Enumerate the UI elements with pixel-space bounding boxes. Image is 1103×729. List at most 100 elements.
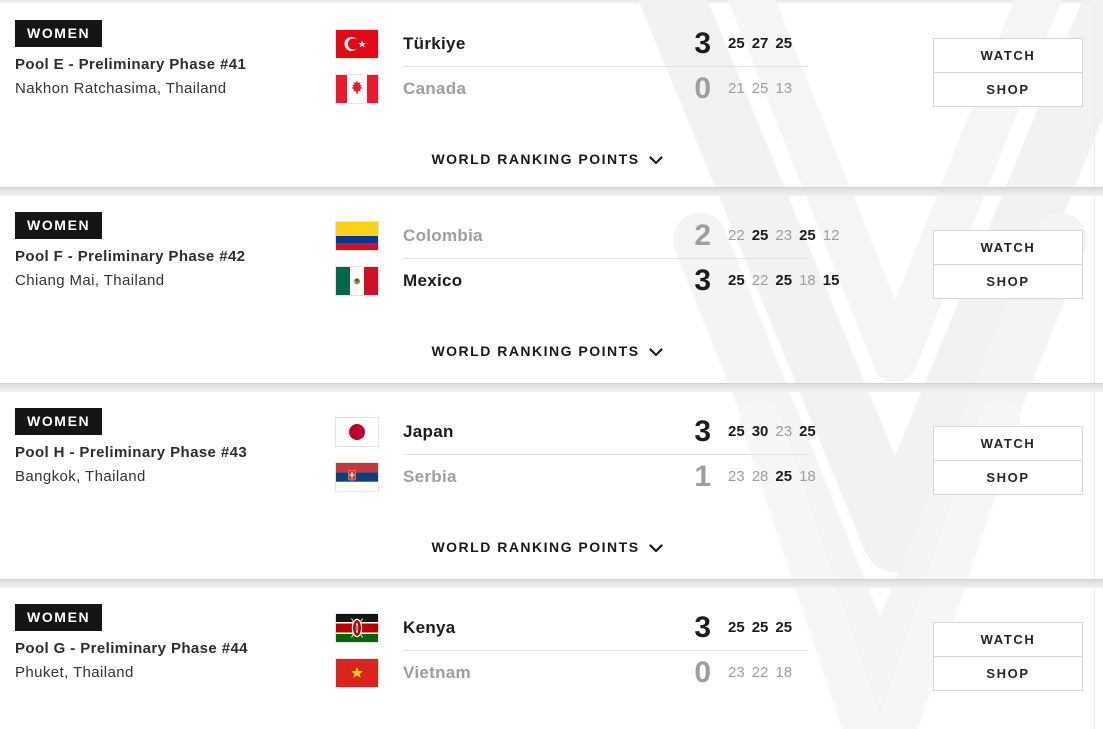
set-score: 27 [751,35,769,52]
set-scores: 23 28 25 18 [728,463,860,491]
match-score-panel: Japan 3 25 30 23 25 Serbia 1 23 28 25 18 [336,415,860,493]
set-score: 22 [751,664,769,681]
shop-button[interactable]: SHOP [933,264,1083,299]
row-divider [403,66,808,67]
set-score: 22 [751,272,769,289]
set-score: 30 [751,423,769,440]
set-score: 13 [775,80,793,97]
set-scores: 22 25 23 25 12 [728,222,860,250]
match-location: Bangkok, Thailand [15,468,146,485]
flag-mexico-icon [336,267,378,295]
world-ranking-points-label: WORLD RANKING POINTS [431,343,640,359]
card-separator [0,187,1103,196]
pool-title: Pool E - Preliminary Phase #41 [15,56,247,73]
match-score: 3 [694,264,711,297]
match-card: WOMEN Pool H - Preliminary Phase #43 Ban… [0,392,1095,579]
team-name: Colombia [403,226,483,245]
set-score: 25 [751,619,769,636]
set-scores: 25 25 25 [728,614,860,642]
match-info: WOMEN Pool G - Preliminary Phase #44 Phu… [15,604,315,681]
team-row[interactable]: Mexico 3 25 22 25 18 15 [336,264,860,297]
match-actions: WATCH SHOP [933,426,1083,495]
set-score: 18 [775,664,793,681]
set-score: 25 [728,272,745,289]
row-divider [403,258,808,259]
watch-button[interactable]: WATCH [933,38,1083,73]
team-name: Japan [403,422,454,441]
watch-button[interactable]: WATCH [933,622,1083,657]
set-score: 25 [728,35,745,52]
team-name: Kenya [403,618,456,637]
card-separator [0,383,1103,392]
match-info: WOMEN Pool F - Preliminary Phase #42 Chi… [15,212,315,289]
set-score: 15 [822,272,840,289]
match-actions: WATCH SHOP [933,622,1083,691]
world-ranking-points-label: WORLD RANKING POINTS [431,539,640,555]
top-separator-strip [0,0,1103,4]
world-ranking-points-toggle[interactable]: WORLD RANKING POINTS [0,151,1094,167]
flag-japan-icon [336,418,378,446]
match-score-panel: Kenya 3 25 25 25 Vietnam 0 23 22 18 [336,611,860,689]
team-name: Serbia [403,467,457,486]
flag-canada-icon [336,75,378,103]
chevron-down-icon [648,348,663,357]
match-card-list: WOMEN Pool E - Preliminary Phase #41 Nak… [0,4,1103,729]
set-score: 23 [728,664,745,681]
watch-button[interactable]: WATCH [933,426,1083,461]
row-divider [403,650,808,651]
match-score: 3 [694,611,711,644]
flag-vietnam-icon [336,659,378,687]
watch-button[interactable]: WATCH [933,230,1083,265]
match-location: Phuket, Thailand [15,664,134,681]
team-row[interactable]: Serbia 1 23 28 25 18 [336,460,860,493]
shop-button[interactable]: SHOP [933,72,1083,107]
set-score: 25 [728,423,745,440]
team-row[interactable]: Canada 0 21 25 13 [336,74,860,104]
match-actions: WATCH SHOP [933,230,1083,299]
match-card: WOMEN Pool G - Preliminary Phase #44 Phu… [0,588,1095,729]
match-score: 3 [694,415,711,448]
chevron-down-icon [648,156,663,165]
set-score: 25 [751,227,769,244]
set-score: 21 [728,80,745,97]
gender-badge: WOMEN [15,212,103,239]
set-scores: 25 30 23 25 [728,418,860,446]
flag-serbia-icon [336,463,378,491]
set-scores: 23 22 18 [728,659,860,687]
match-card: WOMEN Pool F - Preliminary Phase #42 Chi… [0,196,1095,383]
team-row[interactable]: Kenya 3 25 25 25 [336,611,860,644]
gender-badge: WOMEN [15,604,103,631]
set-score: 22 [728,227,745,244]
row-divider [403,454,808,455]
set-score: 25 [775,35,793,52]
set-score: 18 [799,272,816,289]
set-score: 25 [775,468,793,485]
team-row[interactable]: Japan 3 25 30 23 25 [336,415,860,448]
team-row[interactable]: Colombia 2 22 25 23 25 12 [336,221,860,251]
world-ranking-points-label: WORLD RANKING POINTS [431,151,640,167]
world-ranking-points-toggle[interactable]: WORLD RANKING POINTS [0,343,1094,359]
match-score: 1 [694,460,711,493]
match-location: Nakhon Ratchasima, Thailand [15,80,227,97]
set-score: 23 [775,227,793,244]
match-score: 0 [694,656,711,689]
team-row[interactable]: Vietnam 0 23 22 18 [336,656,860,689]
team-name: Mexico [403,271,463,290]
set-score: 23 [775,423,793,440]
team-name: Vietnam [403,663,471,682]
team-row[interactable]: Türkiye 3 25 27 25 [336,29,860,59]
set-score: 25 [775,272,793,289]
world-ranking-points-toggle[interactable]: WORLD RANKING POINTS [0,539,1094,555]
pool-title: Pool G - Preliminary Phase #44 [15,640,248,657]
match-score-panel: Türkiye 3 25 27 25 Canada 0 21 25 13 [336,29,860,104]
gender-badge: WOMEN [15,408,103,435]
set-score: 18 [799,468,816,485]
shop-button[interactable]: SHOP [933,656,1083,691]
team-name: Türkiye [403,34,466,53]
pool-title: Pool F - Preliminary Phase #42 [15,248,246,265]
team-name: Canada [403,79,467,98]
set-score: 25 [728,619,745,636]
gender-badge: WOMEN [15,20,103,47]
shop-button[interactable]: SHOP [933,460,1083,495]
